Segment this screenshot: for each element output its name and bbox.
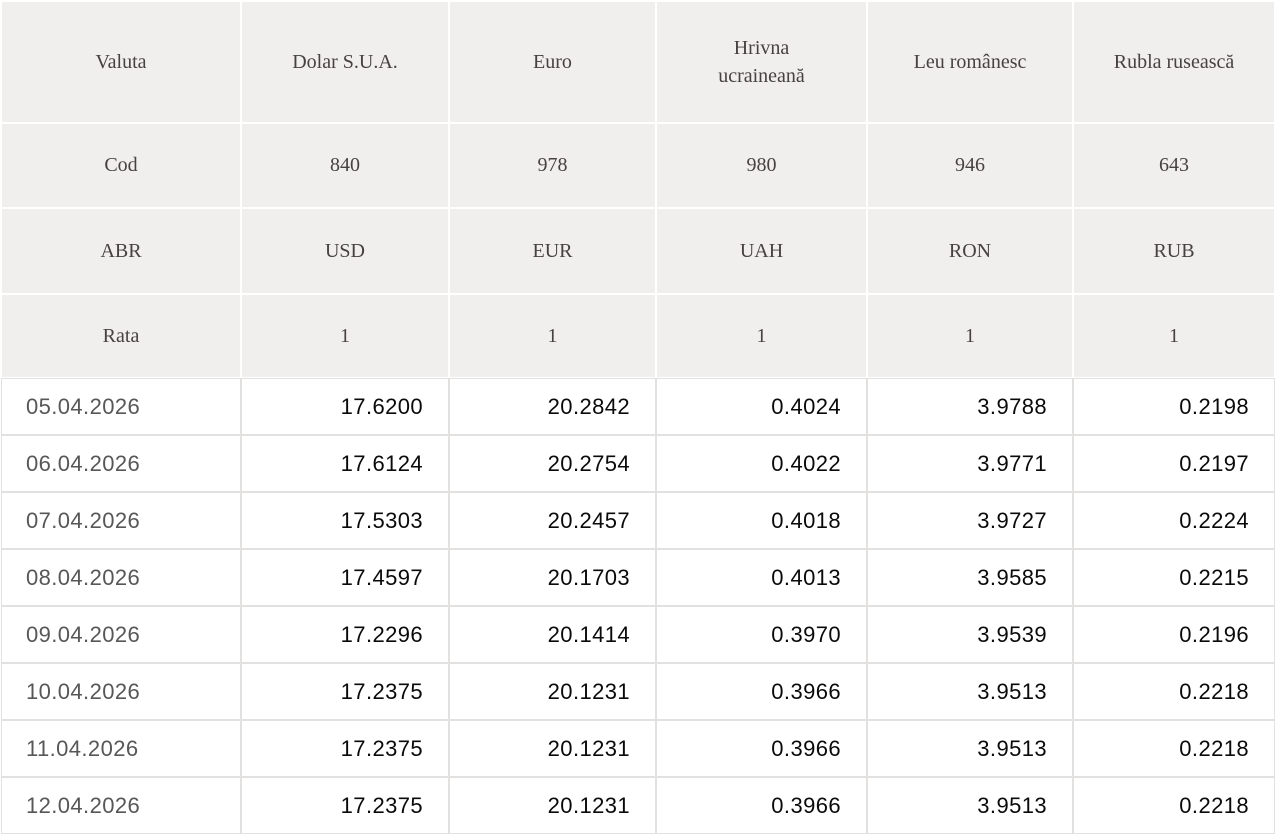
rate-cell-rub: 0.2198: [1074, 379, 1274, 434]
rate-cell-rub: 0.2218: [1074, 721, 1274, 776]
date-cell: 05.04.2026: [2, 379, 240, 434]
table-body: 05.04.2026 17.6200 20.2842 0.4024 3.9788…: [1, 378, 1275, 834]
currency-name-rub: Rubla rusească: [1074, 2, 1274, 122]
currency-name-usd: Dolar S.U.A.: [242, 2, 448, 122]
rate-base-usd: 1: [242, 295, 448, 377]
rate-cell-usd: 17.2375: [242, 721, 448, 776]
date-cell: 08.04.2026: [2, 550, 240, 605]
rate-base-eur: 1: [450, 295, 655, 377]
date-cell: 07.04.2026: [2, 493, 240, 548]
rate-cell-eur: 20.1231: [450, 721, 655, 776]
rate-cell-usd: 17.6200: [242, 379, 448, 434]
rate-cell-uah: 0.4018: [657, 493, 866, 548]
rate-cell-uah: 0.4024: [657, 379, 866, 434]
rate-cell-rub: 0.2215: [1074, 550, 1274, 605]
rate-cell-usd: 17.2375: [242, 664, 448, 719]
currency-name-eur: Euro: [450, 2, 655, 122]
rate-cell-ron: 3.9513: [868, 721, 1072, 776]
currency-code-rub: 643: [1074, 124, 1274, 207]
rate-cell-uah: 0.3966: [657, 664, 866, 719]
currency-code-ron: 946: [868, 124, 1072, 207]
currency-code-uah: 980: [657, 124, 866, 207]
currency-abr-ron: RON: [868, 209, 1072, 293]
rate-cell-eur: 20.1703: [450, 550, 655, 605]
rate-cell-usd: 17.2296: [242, 607, 448, 662]
currency-name-uah: Hrivna ucraineană: [657, 2, 866, 122]
rate-cell-uah: 0.3966: [657, 721, 866, 776]
rate-cell-eur: 20.1231: [450, 664, 655, 719]
rate-cell-uah: 0.3970: [657, 607, 866, 662]
rate-cell-ron: 3.9727: [868, 493, 1072, 548]
currency-abr-uah: UAH: [657, 209, 866, 293]
rate-cell-ron: 3.9539: [868, 607, 1072, 662]
rate-cell-rub: 0.2224: [1074, 493, 1274, 548]
date-cell: 12.04.2026: [2, 778, 240, 833]
rate-cell-eur: 20.1231: [450, 778, 655, 833]
date-cell: 11.04.2026: [2, 721, 240, 776]
rate-cell-uah: 0.4022: [657, 436, 866, 491]
date-cell: 09.04.2026: [2, 607, 240, 662]
rate-base-uah: 1: [657, 295, 866, 377]
currency-code-eur: 978: [450, 124, 655, 207]
header-row-label-valuta: Valuta: [2, 2, 240, 122]
rate-cell-ron: 3.9788: [868, 379, 1072, 434]
header-row-label-cod: Cod: [2, 124, 240, 207]
rate-cell-rub: 0.2218: [1074, 664, 1274, 719]
rate-cell-rub: 0.2197: [1074, 436, 1274, 491]
rate-base-rub: 1: [1074, 295, 1274, 377]
rate-cell-rub: 0.2196: [1074, 607, 1274, 662]
rate-cell-ron: 3.9513: [868, 664, 1072, 719]
header-row-label-abr: ABR: [2, 209, 240, 293]
rate-cell-uah: 0.4013: [657, 550, 866, 605]
rate-cell-rub: 0.2218: [1074, 778, 1274, 833]
rate-cell-eur: 20.1414: [450, 607, 655, 662]
rate-cell-uah: 0.3966: [657, 778, 866, 833]
rate-base-ron: 1: [868, 295, 1072, 377]
date-cell: 10.04.2026: [2, 664, 240, 719]
rate-cell-usd: 17.6124: [242, 436, 448, 491]
rate-cell-ron: 3.9585: [868, 550, 1072, 605]
rate-cell-eur: 20.2754: [450, 436, 655, 491]
table-header: Valuta Dolar S.U.A. Euro Hrivna ucrainea…: [2, 2, 1274, 377]
currency-name-ron: Leu românesc: [868, 2, 1072, 122]
currency-abr-eur: EUR: [450, 209, 655, 293]
rate-cell-eur: 20.2457: [450, 493, 655, 548]
rate-cell-eur: 20.2842: [450, 379, 655, 434]
rate-cell-ron: 3.9513: [868, 778, 1072, 833]
rate-cell-ron: 3.9771: [868, 436, 1072, 491]
header-row-label-rata: Rata: [2, 295, 240, 377]
currency-abr-usd: USD: [242, 209, 448, 293]
date-cell: 06.04.2026: [2, 436, 240, 491]
rate-cell-usd: 17.5303: [242, 493, 448, 548]
rate-cell-usd: 17.4597: [242, 550, 448, 605]
currency-abr-rub: RUB: [1074, 209, 1274, 293]
rate-cell-usd: 17.2375: [242, 778, 448, 833]
currency-code-usd: 840: [242, 124, 448, 207]
